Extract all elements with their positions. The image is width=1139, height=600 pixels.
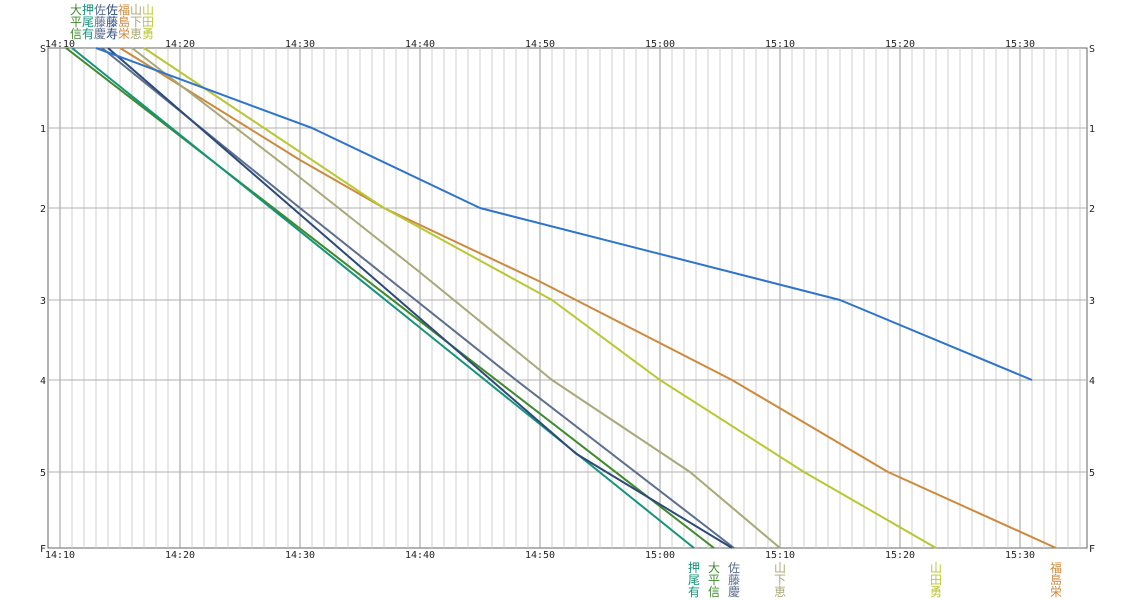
x-tick-label-top: 14:20 (165, 39, 195, 50)
y-tick-label-right: 3 (1089, 296, 1095, 307)
x-tick-label-top: 15:10 (765, 39, 795, 50)
x-tick-label-bottom: 15:30 (1005, 550, 1035, 561)
series-bottom-label-char: 島 (1050, 572, 1062, 587)
series-top-label-char: 佐 (94, 3, 106, 17)
x-tick-label-top: 15:30 (1005, 39, 1035, 50)
series-top-label-char: 藤 (106, 15, 118, 29)
y-tick-label-right: 1 (1089, 124, 1095, 135)
x-tick-label-top: 15:20 (885, 39, 915, 50)
series-top-label-char: 恵 (130, 27, 142, 41)
series-top-label-char: 下 (130, 15, 142, 29)
x-tick-label-top: 14:30 (285, 39, 315, 50)
y-tick-label-left: 3 (40, 296, 46, 307)
series-top-label-char: 栄 (118, 27, 130, 41)
series-bottom-label-char: 山 (774, 561, 786, 575)
series-top-label-char: 寿 (106, 27, 118, 41)
y-tick-label-right: 2 (1089, 204, 1095, 215)
series-top-label-char: 田 (142, 15, 154, 29)
series-bottom-label-char: 大 (708, 561, 720, 575)
series-bottom-label-char: 福 (1050, 560, 1062, 575)
series-bottom-label-char: 勇 (930, 585, 942, 599)
series-line (65, 47, 715, 549)
series-line (107, 47, 733, 549)
series-top-label-char: 押 (82, 3, 94, 17)
series-line (71, 47, 695, 549)
y-tick-label-right: 4 (1089, 376, 1095, 387)
y-tick-label-right: S (1089, 44, 1095, 55)
series-top-label-char: 慶 (94, 27, 106, 41)
series-bottom-label-char: 佐 (728, 561, 740, 575)
series-top-label-char: 有 (82, 27, 94, 41)
x-tick-label-bottom: 14:10 (45, 550, 75, 561)
series-top-label-char: 尾 (82, 15, 94, 29)
series-bottom-label-char: 栄 (1050, 585, 1062, 599)
y-tick-label-left: 5 (40, 468, 46, 479)
y-tick-label-left: S (40, 44, 46, 55)
series-top-label-char: 山 (130, 3, 142, 17)
series-line (119, 47, 1057, 549)
y-tick-label-right: F (1089, 544, 1095, 555)
series-bottom-label-char: 田 (930, 573, 942, 587)
series-bottom-label-char: 尾 (688, 573, 700, 587)
y-tick-label-left: F (40, 544, 46, 555)
series-top-label-char: 勇 (142, 27, 154, 41)
series-bottom-label-char: 下 (774, 573, 786, 587)
x-tick-label-bottom: 15:10 (765, 550, 795, 561)
x-tick-label-top: 14:10 (45, 39, 75, 50)
series-lines (65, 47, 1057, 549)
y-tick-label-left: 1 (40, 124, 46, 135)
series-bottom-label-char: 押 (688, 561, 700, 575)
series-bottom-label-char: 恵 (774, 585, 786, 599)
series-bottom-label-char: 藤 (728, 573, 740, 587)
x-tick-label-bottom: 15:00 (645, 550, 675, 561)
plot-area (47, 47, 1088, 549)
y-tick-label-left: 2 (40, 204, 46, 215)
series-top-label-char: 平 (70, 15, 82, 29)
series-top-label-char: 山 (142, 3, 154, 17)
series-top-label-char: 佐 (106, 3, 118, 17)
series-top-label-char: 大 (70, 3, 82, 17)
x-tick-label-top: 14:50 (525, 39, 555, 50)
series-line (143, 47, 937, 549)
x-tick-label-bottom: 14:30 (285, 550, 315, 561)
series-top-label-char: 藤 (94, 15, 106, 29)
series-line (131, 47, 781, 549)
series-bottom-label-char: 慶 (728, 585, 740, 599)
x-tick-label-top: 14:40 (405, 39, 435, 50)
tick-labels: 14:10 14:10 14:20 14:20 14:30 14:30 14:40 14:40… (40, 39, 1095, 561)
series-top-label-char: 信 (70, 27, 82, 41)
x-tick-label-bottom: 14:20 (165, 550, 195, 561)
series-top-label-char: 福 (118, 2, 130, 17)
series-bottom-label-char: 山 (930, 561, 942, 575)
y-tick-label-right: 5 (1089, 468, 1095, 479)
grid (48, 48, 1087, 548)
x-tick-label-bottom: 14:40 (405, 550, 435, 561)
series-bottom-label-char: 平 (708, 573, 720, 587)
x-tick-label-bottom: 14:50 (525, 550, 555, 561)
x-tick-label-top: 15:00 (645, 39, 675, 50)
series-bottom-label-char: 有 (688, 585, 700, 599)
series-line (95, 47, 1033, 381)
series-bottom-label-char: 信 (708, 585, 720, 599)
x-tick-label-bottom: 15:20 (885, 550, 915, 561)
y-tick-label-left: 4 (40, 376, 46, 387)
series-top-label-char: 島 (118, 14, 130, 29)
